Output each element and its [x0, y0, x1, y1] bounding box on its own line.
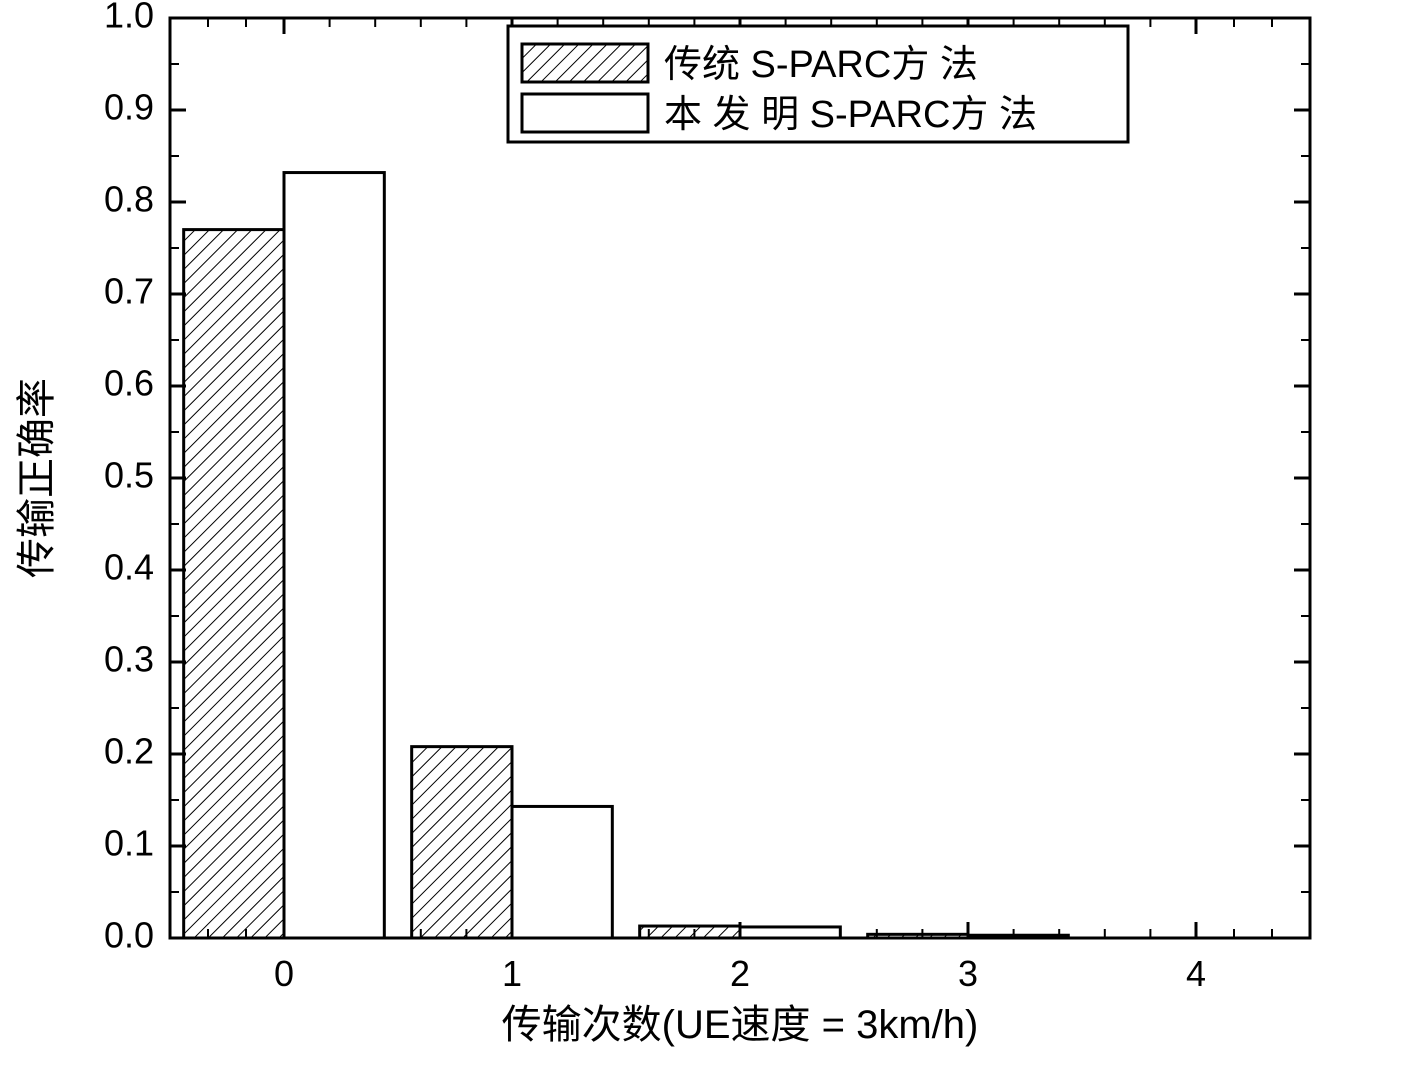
- y-tick-label: 1.0: [104, 0, 154, 36]
- bar-series0: [868, 934, 968, 938]
- x-tick-label: 2: [730, 953, 750, 994]
- bar-series0: [184, 230, 284, 938]
- y-tick-label: 0.8: [104, 179, 154, 220]
- y-tick-label: 0.6: [104, 363, 154, 404]
- bar-series0: [640, 926, 740, 938]
- legend-label: 本 发 明 S-PARC方 法: [664, 94, 1037, 136]
- legend-swatch: [522, 94, 648, 132]
- legend-label: 传统 S-PARC方 法: [664, 44, 978, 86]
- y-tick-label: 0.1: [104, 823, 154, 864]
- y-tick-label: 0.0: [104, 915, 154, 956]
- bar-series1: [284, 173, 384, 938]
- x-tick-label: 0: [274, 953, 294, 994]
- x-tick-label: 1: [502, 953, 522, 994]
- bar-series1: [512, 806, 612, 938]
- x-axis-title: 传输次数(UE速度 = 3km/h): [502, 1003, 979, 1047]
- legend-swatch: [522, 44, 648, 82]
- y-tick-label: 0.4: [104, 547, 154, 588]
- x-tick-label: 4: [1186, 953, 1206, 994]
- y-tick-label: 0.9: [104, 87, 154, 128]
- bar-series0: [412, 747, 512, 938]
- y-tick-label: 0.5: [104, 455, 154, 496]
- y-tick-label: 0.2: [104, 731, 154, 772]
- bar-series1: [740, 927, 840, 938]
- bar-series1: [968, 935, 1068, 938]
- y-axis-title: 传输正确率: [15, 378, 59, 578]
- y-tick-label: 0.7: [104, 271, 154, 312]
- y-tick-label: 0.3: [104, 639, 154, 680]
- x-tick-label: 3: [958, 953, 978, 994]
